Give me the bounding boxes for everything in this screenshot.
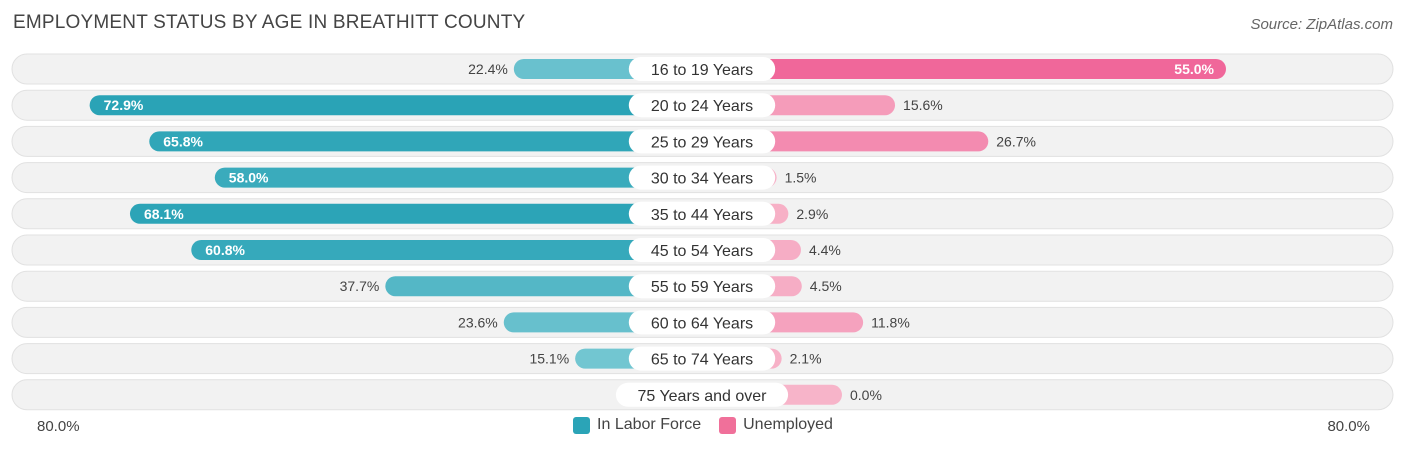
source-note: Source: ZipAtlas.com — [1250, 16, 1393, 33]
value-label-labor: 58.0% — [229, 170, 269, 186]
category-label: 45 to 54 Years — [651, 243, 753, 260]
bar-unemployed — [702, 59, 1226, 79]
legend-swatch-unemployed — [719, 416, 737, 434]
bar-labor — [149, 131, 702, 152]
bar-labor — [191, 240, 702, 260]
value-label-unemployed: 1.5% — [785, 170, 817, 186]
value-label-unemployed: 26.7% — [996, 133, 1036, 149]
value-label-labor: 23.6% — [458, 314, 498, 330]
category-pill — [628, 310, 776, 335]
value-label-labor: 22.4% — [468, 61, 508, 77]
value-label-unemployed: 4.4% — [809, 242, 841, 258]
category-pill — [628, 129, 776, 154]
value-label-labor: 72.9% — [104, 97, 144, 113]
category-label: 16 to 19 Years — [651, 62, 753, 79]
value-label-unemployed: 2.1% — [790, 351, 822, 367]
category-pill — [615, 382, 789, 407]
bar-labor — [385, 276, 702, 297]
axis-right-label: 80.0% — [1327, 418, 1370, 435]
legend-item-unemployed: Unemployed — [719, 416, 833, 434]
legend-label-unemployed: Unemployed — [743, 416, 833, 433]
value-label-labor: 65.8% — [163, 133, 203, 149]
category-pill — [628, 93, 776, 118]
category-label: 25 to 29 Years — [651, 134, 753, 151]
value-label-unemployed: 4.5% — [810, 278, 842, 294]
value-label-unemployed: 2.9% — [796, 206, 828, 222]
category-label: 35 to 44 Years — [651, 207, 753, 224]
category-label: 75 Years and over — [638, 388, 768, 405]
category-label: 65 to 74 Years — [651, 352, 753, 369]
axis-left-label: 80.0% — [37, 418, 80, 435]
category-label: 55 to 59 Years — [651, 279, 753, 296]
value-label-labor: 60.8% — [205, 242, 245, 258]
bar-labor — [214, 167, 703, 188]
category-pill — [628, 274, 776, 299]
category-pill — [628, 165, 776, 190]
value-label-unemployed: 55.0% — [1174, 61, 1214, 77]
value-label-unemployed: 15.6% — [903, 97, 943, 113]
legend-item-labor: In Labor Force — [573, 416, 701, 434]
category-label: 20 to 24 Years — [651, 98, 753, 115]
value-label-labor: 15.1% — [529, 351, 569, 367]
value-label-unemployed: 0.0% — [850, 387, 882, 403]
bar-labor — [89, 95, 702, 116]
bar-labor — [129, 203, 702, 224]
category-pill — [628, 238, 776, 262]
category-label: 60 to 64 Years — [651, 315, 753, 332]
value-label-labor: 37.7% — [340, 278, 380, 294]
legend-label-labor: In Labor Force — [597, 416, 702, 433]
legend: In Labor Force Unemployed — [0, 416, 1406, 434]
category-label: 30 to 34 Years — [651, 171, 753, 188]
category-pill — [628, 346, 776, 371]
value-label-labor: 68.1% — [144, 206, 184, 222]
category-pill — [628, 57, 776, 81]
legend-swatch-labor — [573, 416, 591, 434]
category-pill — [628, 201, 776, 226]
chart-title: EMPLOYMENT STATUS BY AGE IN BREATHITT CO… — [13, 12, 526, 33]
value-label-unemployed: 11.8% — [871, 314, 910, 330]
